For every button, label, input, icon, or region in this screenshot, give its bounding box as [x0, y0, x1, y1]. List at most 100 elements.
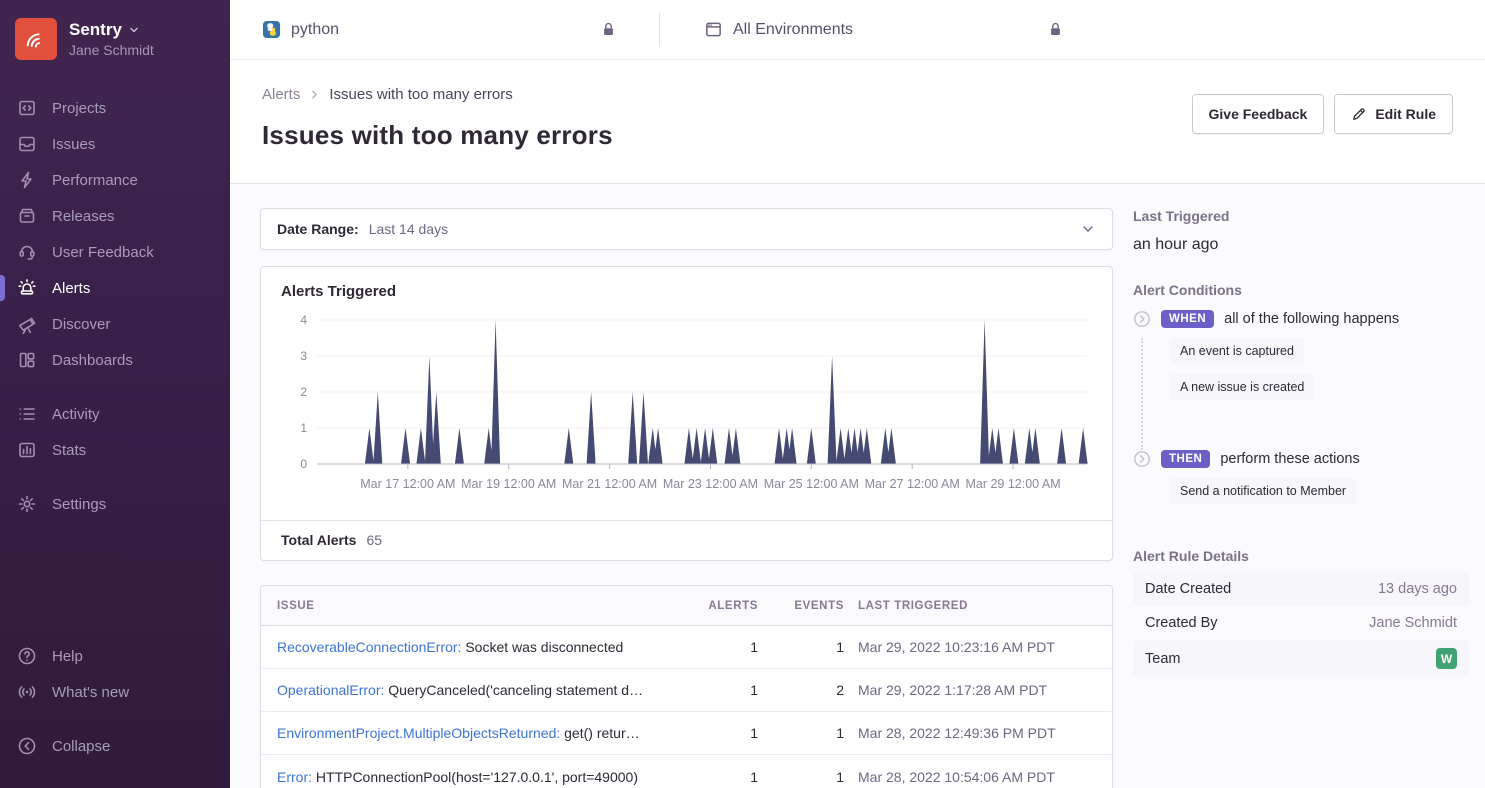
- sidebar-item-label: Activity: [52, 405, 100, 423]
- sidebar-item-help[interactable]: Help: [0, 638, 230, 674]
- alerts-icon: [16, 278, 38, 298]
- edit-rule-button[interactable]: Edit Rule: [1334, 94, 1453, 134]
- environments-icon: [704, 20, 723, 39]
- sentry-logo-icon: [15, 18, 57, 60]
- svg-text:Mar 17 12:00 AM: Mar 17 12:00 AM: [360, 477, 455, 491]
- alert-conditions-section: Alert Conditions WHEN all of the followi…: [1133, 282, 1469, 520]
- issue-link[interactable]: RecoverableConnectionError:: [277, 639, 462, 655]
- releases-icon: [16, 206, 38, 226]
- svg-text:Mar 25 12:00 AM: Mar 25 12:00 AM: [764, 477, 859, 491]
- sidebar-item-whats-new[interactable]: What's new: [0, 674, 230, 710]
- sidebar-item-alerts[interactable]: Alerts: [0, 270, 230, 306]
- table-body: RecoverableConnectionError: Socket was d…: [261, 626, 1112, 788]
- sidebar-item-label: User Feedback: [52, 243, 154, 261]
- last-triggered-time: Mar 29, 2022 1:17:28 AM PDT: [858, 682, 1048, 698]
- rule-detail-row: Date Created 13 days ago: [1133, 572, 1469, 606]
- pencil-icon: [1351, 106, 1367, 122]
- rule-detail-value: 13 days ago: [1377, 581, 1457, 597]
- condition-pill: An event is captured: [1170, 338, 1304, 364]
- sidebar-item-label: Help: [52, 647, 83, 665]
- python-platform-icon: [262, 20, 281, 39]
- sidebar-item-label: Collapse: [52, 737, 111, 755]
- date-range-dropdown[interactable]: Date Range: Last 14 days: [260, 208, 1113, 250]
- when-conditions-list: An event is captured A new issue is creat…: [1141, 338, 1469, 450]
- rule-details-label: Alert Rule Details: [1133, 548, 1249, 564]
- rule-detail-row: Team W: [1133, 640, 1469, 677]
- sidebar-item-performance[interactable]: Performance: [0, 162, 230, 198]
- svg-text:2: 2: [300, 385, 307, 399]
- sidebar-nav: Projects Issues Performance Releases User Fe…: [0, 90, 230, 540]
- sidebar-item-projects[interactable]: Projects: [0, 90, 230, 126]
- total-alerts-value: 65: [366, 532, 383, 548]
- svg-text:Mar 21 12:00 AM: Mar 21 12:00 AM: [562, 477, 657, 491]
- sidebar: Sentry Jane Schmidt Projects Issues Perfor…: [0, 0, 230, 788]
- issue-link[interactable]: Error:: [277, 768, 312, 785]
- alerts-count: 1: [750, 768, 758, 785]
- environment-selector[interactable]: All Environments: [704, 20, 1064, 39]
- col-events: EVENTS: [794, 599, 844, 612]
- give-feedback-button[interactable]: Give Feedback: [1191, 94, 1325, 134]
- date-range-value: Last 14 days: [368, 221, 449, 237]
- issue-link[interactable]: EnvironmentProject.MultipleObjectsReturn…: [277, 725, 561, 741]
- issues-table: ISSUE ALERTS EVENTS LAST TRIGGERED Recov…: [260, 585, 1113, 788]
- environment-name: All Environments: [733, 20, 854, 38]
- condition-pill: A new issue is created: [1170, 374, 1315, 400]
- sidebar-item-dashboards[interactable]: Dashboards: [0, 342, 230, 378]
- svg-text:1: 1: [300, 421, 307, 435]
- svg-text:3: 3: [300, 349, 307, 363]
- issues-icon: [16, 134, 38, 154]
- whats-new-icon: [16, 682, 38, 702]
- sidebar-item-issues[interactable]: Issues: [0, 126, 230, 162]
- sidebar-item-label: Discover: [52, 315, 111, 333]
- chart-title: Alerts Triggered: [281, 283, 397, 300]
- sidebar-item-settings[interactable]: Settings: [0, 486, 230, 522]
- date-range-label: Date Range:: [277, 221, 359, 237]
- sidebar-item-label: Projects: [52, 99, 107, 117]
- org-switcher[interactable]: Sentry Jane Schmidt: [0, 18, 230, 60]
- svg-text:Mar 27 12:00 AM: Mar 27 12:00 AM: [865, 477, 960, 491]
- last-triggered-label: Last Triggered: [1133, 208, 1230, 224]
- sidebar-item-discover[interactable]: Discover: [0, 306, 230, 342]
- team-badge[interactable]: W: [1436, 648, 1457, 669]
- svg-text:0: 0: [300, 457, 307, 471]
- last-triggered-time: Mar 28, 2022 10:54:06 AM PDT: [858, 768, 1055, 785]
- environment-lock-icon[interactable]: [1047, 21, 1064, 38]
- sidebar-item-releases[interactable]: Releases: [0, 198, 230, 234]
- sidebar-item-user-feedback[interactable]: User Feedback: [0, 234, 230, 270]
- breadcrumb-alerts-link[interactable]: Alerts: [262, 86, 301, 103]
- edit-rule-label: Edit Rule: [1375, 106, 1436, 122]
- last-triggered-time: Mar 28, 2022 12:49:36 PM PDT: [858, 725, 1056, 741]
- dashboards-icon: [16, 350, 38, 370]
- activity-icon: [16, 404, 38, 424]
- chevron-down-icon: [130, 27, 138, 33]
- issue-link[interactable]: OperationalError:: [277, 682, 385, 698]
- nav-section: Projects Issues Performance Releases User Fe…: [0, 90, 230, 378]
- col-alerts: ALERTS: [708, 599, 758, 612]
- events-count: 1: [836, 639, 844, 655]
- sidebar-item-stats[interactable]: Stats: [0, 432, 230, 468]
- sidebar-item-collapse[interactable]: Collapse: [0, 728, 230, 764]
- alerts-triggered-chart: 0 1 2 3 4 Mar 17 12:00 AM Mar 19 12:00 AM Mar 2…: [300, 313, 1088, 491]
- then-text: perform these actions: [1220, 451, 1360, 467]
- issue-cell: OperationalError: QueryCanceled('canceli…: [277, 682, 700, 698]
- project-lock-icon[interactable]: [600, 21, 617, 38]
- issue-message: HTTPConnectionPool(host='127.0.0.1', por…: [312, 768, 638, 785]
- main-area: python All Environments: [230, 0, 1485, 788]
- collapse-icon: [16, 736, 38, 756]
- breadcrumb: Alerts Issues with too many errors: [262, 86, 613, 103]
- stats-icon: [16, 440, 38, 460]
- alerts-chart-panel: Alerts Triggered 0 1 2 3 4 Mar 17 12:00 AM Mar…: [260, 266, 1113, 561]
- svg-text:Mar 29 12:00 AM: Mar 29 12:00 AM: [965, 477, 1060, 491]
- rule-detail-row: Created By Jane Schmidt: [1133, 606, 1469, 640]
- discover-icon: [16, 314, 38, 334]
- svg-text:Mar 23 12:00 AM: Mar 23 12:00 AM: [663, 477, 758, 491]
- settings-icon: [16, 494, 38, 514]
- org-name: Sentry: [69, 20, 122, 39]
- svg-text:Mar 19 12:00 AM: Mar 19 12:00 AM: [461, 477, 556, 491]
- table-row: RecoverableConnectionError: Socket was d…: [261, 626, 1112, 669]
- project-selector[interactable]: python: [262, 20, 617, 39]
- sidebar-item-activity[interactable]: Activity: [0, 396, 230, 432]
- table-header-row: ISSUE ALERTS EVENTS LAST TRIGGERED: [261, 586, 1112, 626]
- action-pill: Send a notification to Member: [1170, 478, 1357, 504]
